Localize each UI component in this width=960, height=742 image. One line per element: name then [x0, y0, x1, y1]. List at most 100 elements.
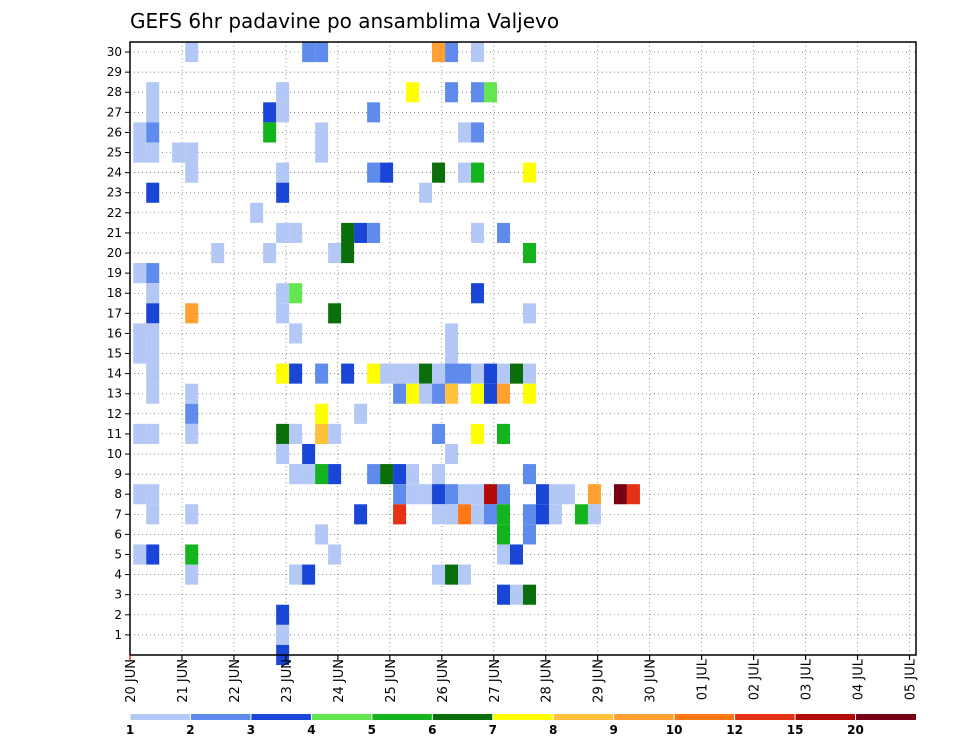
- heatmap-cell: [146, 484, 160, 505]
- x-tick-label: 30 JUN: [644, 659, 659, 703]
- heatmap-cell: [185, 383, 199, 404]
- heatmap-cell: [432, 363, 446, 384]
- heatmap-cell: [432, 423, 446, 444]
- y-tick-label: 6: [114, 527, 122, 541]
- heatmap-cell: [185, 162, 199, 183]
- heatmap-cell: [289, 464, 303, 485]
- heatmap-cell: [146, 323, 160, 344]
- x-tick-label: 25 JUN: [384, 659, 399, 703]
- heatmap-cell: [445, 363, 459, 384]
- heatmap-cell: [250, 202, 264, 223]
- heatmap-cell: [276, 443, 290, 465]
- heatmap-cell: [315, 42, 329, 63]
- y-tick-label: 4: [114, 568, 122, 582]
- heatmap-cell: [548, 484, 562, 505]
- heatmap-cell: [393, 484, 407, 505]
- heatmap-cell: [133, 484, 147, 505]
- y-tick-label: 30: [107, 45, 122, 59]
- heatmap-cell: [393, 464, 407, 485]
- x-tick-label: 02 JUL: [748, 658, 763, 700]
- x-tick-label: 05 JUL: [904, 658, 919, 700]
- y-tick-label: 7: [114, 507, 122, 521]
- heatmap-cell: [341, 363, 355, 384]
- heatmap-cell: [276, 303, 290, 324]
- colorbar-segment: [492, 714, 554, 720]
- colorbar-segment: [795, 714, 856, 720]
- y-tick-label: 8: [114, 487, 122, 501]
- y-tick-label: 26: [107, 125, 122, 139]
- x-tick-label: 27 JUN: [488, 659, 503, 703]
- heatmap-cell: [406, 464, 420, 485]
- colorbar-label: 9: [610, 723, 618, 737]
- colorbar-label: 10: [666, 723, 683, 737]
- heatmap-cell: [133, 323, 147, 344]
- colorbar-label: 8: [549, 723, 557, 737]
- heatmap-cell: [523, 363, 536, 384]
- heatmap-cell: [393, 383, 407, 404]
- heatmap-cell: [276, 222, 290, 243]
- heatmap-cell: [328, 544, 342, 565]
- y-tick-label: 15: [107, 347, 122, 361]
- heatmap-cell: [432, 162, 446, 183]
- heatmap-cell: [497, 363, 511, 384]
- heatmap-cell: [471, 122, 485, 143]
- heatmap-cell: [523, 524, 536, 545]
- heatmap-cell: [367, 464, 381, 485]
- heatmap-cell: [445, 82, 459, 103]
- heatmap-cell: [587, 484, 601, 505]
- heatmap-cell: [289, 283, 303, 304]
- colorbar-segment: [674, 714, 735, 720]
- heatmap-cell: [497, 484, 511, 505]
- y-tick-label: 21: [107, 226, 122, 240]
- colorbar-label: 1: [126, 723, 134, 737]
- heatmap-cell: [445, 383, 459, 404]
- heatmap-cell: [302, 564, 316, 585]
- heatmap-cell: [328, 303, 342, 324]
- y-tick-label: 23: [107, 186, 122, 200]
- heatmap-cell: [276, 162, 290, 183]
- heatmap-cell: [289, 323, 303, 344]
- colorbar-segment: [250, 714, 312, 720]
- x-tick-label: 26 JUN: [436, 659, 451, 703]
- heatmap-cell: [380, 464, 394, 485]
- heatmap-cell: [263, 122, 277, 143]
- y-tick-label: 18: [107, 286, 122, 300]
- heatmap-cell: [315, 524, 329, 545]
- heatmap-cell: [406, 363, 420, 384]
- colorbar-label: 15: [787, 723, 804, 737]
- chart-title: GEFS 6hr padavine po ansamblima Valjevo: [130, 9, 559, 33]
- heatmap-cell: [535, 504, 549, 525]
- heatmap-cell: [276, 363, 290, 384]
- heatmap-cell: [185, 303, 199, 324]
- colorbar-label: 4: [307, 723, 315, 737]
- heatmap-cell: [484, 383, 498, 404]
- heatmap-cell: [185, 142, 199, 163]
- colorbar-label: 2: [186, 723, 194, 737]
- y-tick-label: 3: [114, 588, 122, 602]
- heatmap-cell: [497, 504, 511, 525]
- heatmap-cell: [406, 383, 420, 404]
- heatmap-cell: [445, 323, 459, 344]
- heatmap-cell: [497, 524, 511, 545]
- heatmap-cell: [276, 82, 290, 103]
- heatmap-cell: [380, 363, 394, 384]
- heatmap-cell: [484, 484, 498, 505]
- heatmap-cell: [535, 484, 549, 505]
- heatmap-cell: [471, 484, 485, 505]
- heatmap-cell: [146, 504, 160, 525]
- heatmap-cells: [133, 42, 640, 666]
- heatmap-cell: [185, 42, 199, 63]
- heatmap-cell: [445, 343, 459, 364]
- colorbar: 1 2 3 4 5 6 7 8 9 10 12 15 20: [126, 714, 916, 737]
- heatmap-cell: [172, 142, 186, 163]
- heatmap-cell: [354, 403, 368, 424]
- heatmap-cell: [561, 484, 575, 505]
- heatmap-cell: [523, 504, 536, 525]
- heatmap-cell: [341, 222, 355, 243]
- heatmap-cell: [146, 383, 160, 404]
- plot-frame: [129, 41, 917, 656]
- heatmap-cell: [419, 363, 433, 384]
- x-tick-label: 21 JUN: [176, 659, 191, 703]
- heatmap-cell: [315, 122, 329, 143]
- heatmap-cell: [315, 464, 329, 485]
